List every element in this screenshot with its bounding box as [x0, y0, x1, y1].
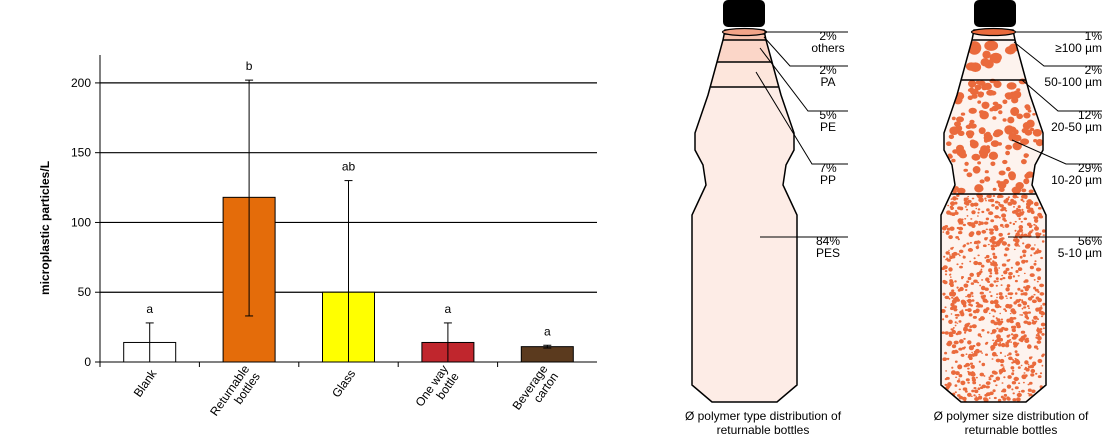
type-label-3: PP: [820, 173, 836, 187]
x-tick-label-3: One waybottle: [412, 362, 461, 417]
bottle-cap: [974, 0, 1016, 27]
type-label-1: PA: [820, 75, 835, 89]
type-slice-1: [692, 34, 797, 40]
type-leader-lines: [755, 31, 848, 238]
size-label-3: 10-20 µm: [1051, 173, 1102, 187]
size-label-4: 5-10 µm: [1058, 246, 1102, 260]
y-tick-label: 50: [78, 285, 92, 299]
type-leader-3: [755, 71, 848, 165]
bottle-outline: [940, 29, 1047, 403]
type-pct-3: 7%: [819, 161, 837, 175]
size-leader-2: [1021, 79, 1102, 112]
y-tick-label: 100: [71, 215, 91, 229]
type-pct-1: 2%: [819, 63, 837, 77]
size-label-0: ≥100 µm: [1055, 41, 1102, 55]
x-tick-label-0: Blank: [131, 366, 160, 399]
size-pct-0: 1%: [1085, 29, 1103, 43]
size-labels: 1%≥100 µm 2%50-100 µm 12%20-50 µm 29%10-20 …: [1044, 29, 1102, 260]
bottle-outline: [691, 29, 798, 403]
bottle-cap: [723, 0, 765, 27]
x-tick-label-2: Glass: [329, 367, 358, 400]
significance-label-4: a: [544, 324, 551, 338]
type-pct-2: 5%: [819, 108, 837, 122]
significance-label-1: b: [246, 59, 253, 73]
y-tick-label: 200: [71, 76, 91, 90]
particle-dots: [941, 40, 1046, 402]
polymer-type-caption-line-1: Ø polymer type distribution of: [685, 409, 842, 423]
y-tick-labels: 0 50 100 150 200: [71, 76, 100, 369]
x-tick-label-1: Returnablebottles: [207, 362, 263, 426]
bottle-ring: [721, 27, 768, 37]
error-bars: [145, 79, 552, 362]
y-tick-label: 0: [84, 355, 91, 369]
y-tick-label: 150: [71, 146, 91, 160]
size-leader-1: [1013, 41, 1102, 67]
type-slice-3: [692, 62, 797, 87]
significance-label-2: ab: [342, 160, 356, 174]
size-pct-3: 29%: [1078, 161, 1102, 175]
size-pct-4: 56%: [1078, 234, 1102, 248]
size-leader-3: [1011, 139, 1102, 165]
size-label-2: 20-50 µm: [1051, 120, 1102, 134]
type-label-4: PES: [816, 246, 840, 260]
type-leader-2: [759, 47, 848, 112]
type-slice-4: [692, 87, 797, 402]
significance-label-0: a: [146, 302, 153, 316]
size-leader-lines: [1008, 31, 1102, 238]
y-axis-label: microplastic particles/L: [38, 161, 52, 295]
type-leader-1: [763, 36, 848, 67]
polymer-size-caption-line-1: Ø polymer size distribution of: [934, 409, 1089, 423]
x-tick-labels: Blank Returnablebottles Glass One waybottle…: [99, 362, 562, 426]
size-pct-1: 2%: [1085, 63, 1103, 77]
type-label-2: PE: [820, 120, 836, 134]
type-pct-0: 2%: [819, 29, 837, 43]
bottle-ring: [970, 27, 1017, 37]
polymer-size-caption-line-2: returnable bottles: [965, 423, 1058, 437]
significance-label-3: a: [445, 302, 452, 316]
polymer-type-caption-line-2: returnable bottles: [717, 423, 810, 437]
type-pct-4: 84%: [816, 234, 840, 248]
bar-4: [520, 346, 574, 363]
size-label-1: 50-100 µm: [1044, 75, 1102, 89]
type-label-0: others: [811, 41, 844, 55]
x-tick-label-4: Beveragecarton: [510, 362, 562, 420]
polymer-size-bottle: 1%≥100 µm 2%50-100 µm 12%20-50 µm 29%10-20 …: [934, 0, 1102, 437]
size-pct-2: 12%: [1078, 108, 1102, 122]
